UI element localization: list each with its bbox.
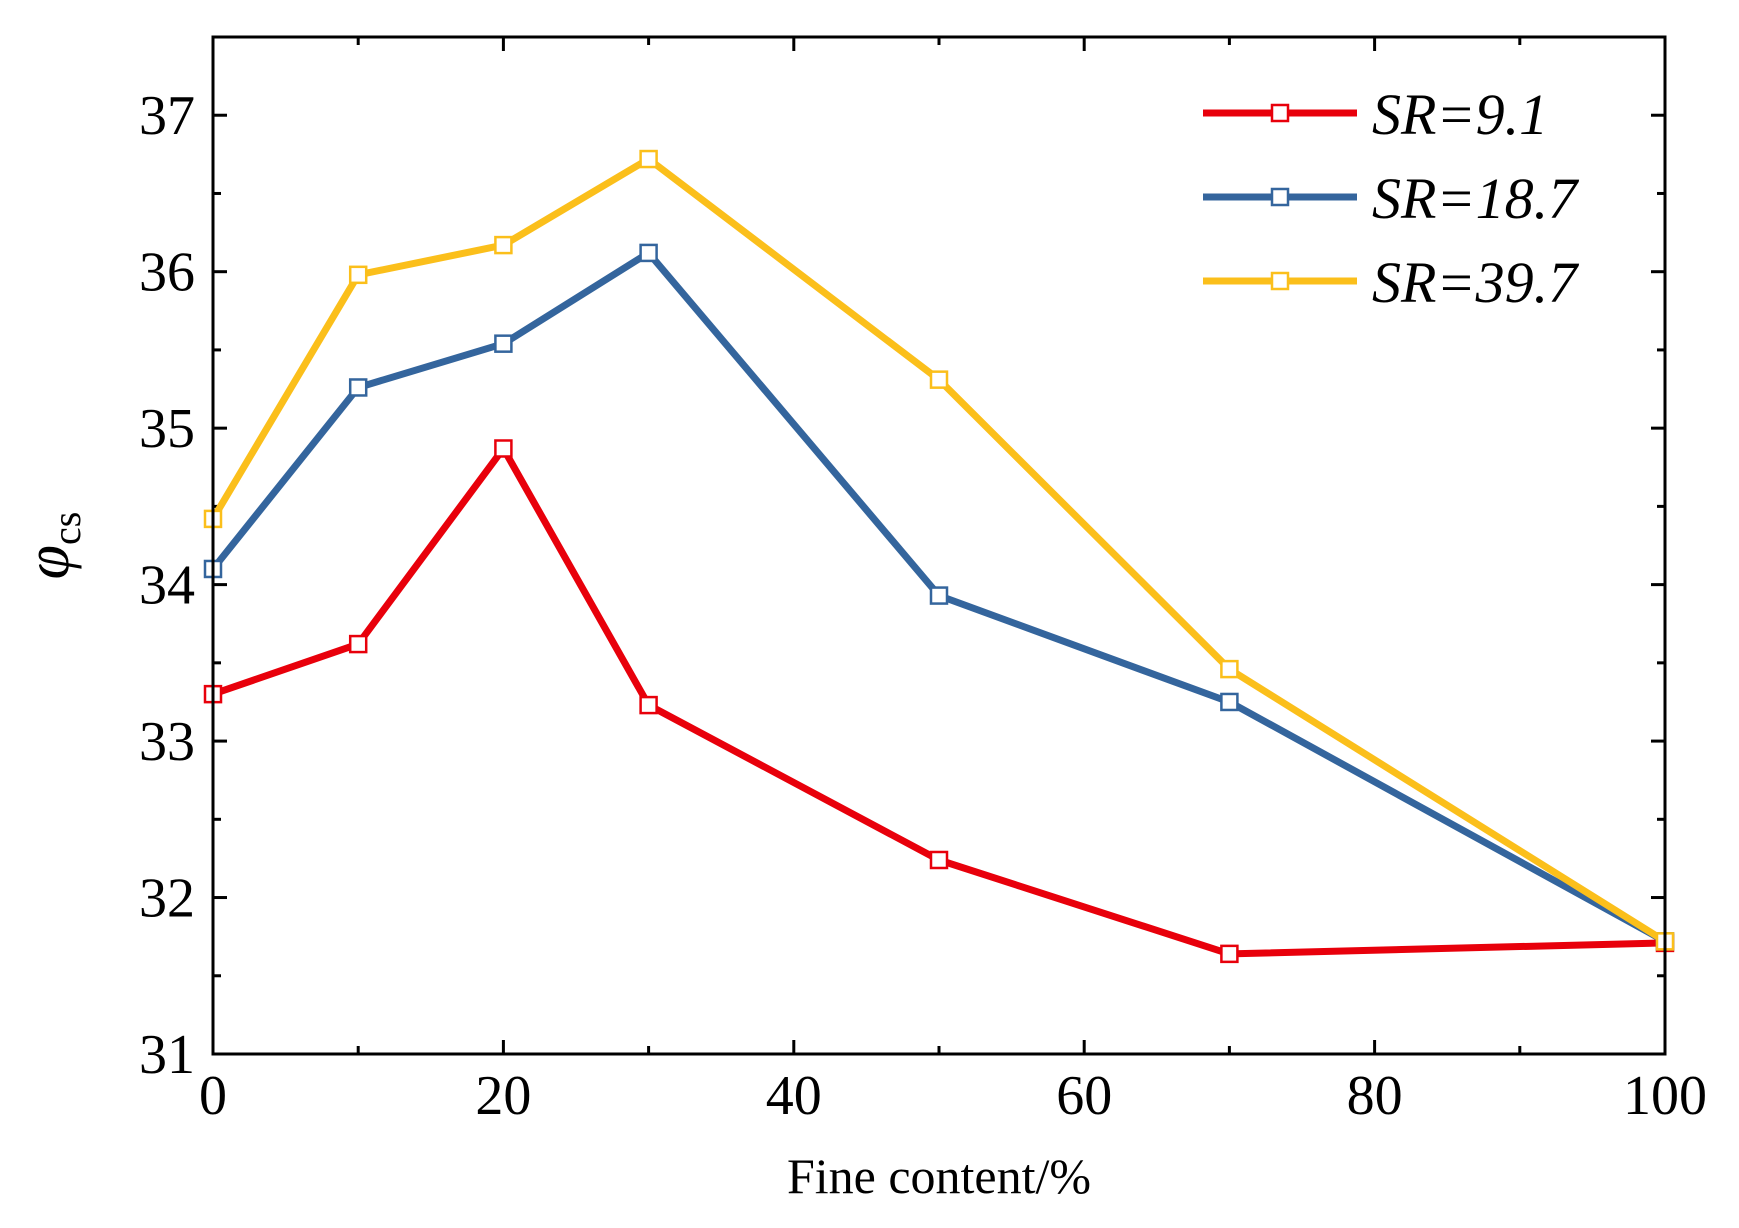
y-axis-title-main: φ <box>14 545 82 579</box>
y-tick-label: 34 <box>139 555 195 617</box>
data-point <box>1220 659 1239 679</box>
x-tick-label: 20 <box>475 1065 531 1127</box>
x-tick-label: 0 <box>199 1065 227 1127</box>
y-tick-label: 31 <box>139 1024 195 1086</box>
data-point <box>1220 944 1239 964</box>
plot-frame <box>211 35 1667 1056</box>
legend-marker <box>1270 271 1290 291</box>
y-tick-label: 35 <box>139 398 195 460</box>
x-tick-label: 60 <box>1056 1065 1112 1127</box>
x-tick-label: 100 <box>1623 1065 1707 1127</box>
legend-label: SR=9.1 <box>1372 82 1548 147</box>
data-point <box>348 634 368 654</box>
data-point <box>929 850 949 870</box>
data-point <box>494 235 513 255</box>
data-point <box>639 695 658 715</box>
legend-item: SR=18.7 <box>1203 166 1579 231</box>
series-layer <box>203 149 1675 964</box>
legend-marker <box>1270 103 1290 123</box>
x-tick-label: 80 <box>1347 1065 1403 1127</box>
data-point <box>929 370 949 389</box>
y-tick-label: 36 <box>139 242 195 304</box>
y-axis-title-sub: cs <box>44 512 89 545</box>
legend-label: SR=39.7 <box>1372 250 1579 315</box>
tick-labels: 0 20 40 60 80 100 31 32 33 34 35 36 37 <box>139 85 1707 1127</box>
y-tick-label: 33 <box>139 711 195 773</box>
data-point <box>929 586 949 605</box>
legend: SR=9.1 SR=18.7 SR=39.7 <box>1203 82 1579 315</box>
data-point <box>639 149 658 169</box>
data-point <box>1220 692 1239 712</box>
x-axis-title: Fine content/% <box>787 1148 1091 1204</box>
data-point <box>494 334 513 353</box>
svg-text:φcs: φcs <box>14 512 89 580</box>
series-SR=39.7 <box>203 149 1675 951</box>
y-tick-label: 37 <box>139 85 195 147</box>
data-point <box>348 378 368 397</box>
data-point <box>639 243 658 263</box>
legend-marker <box>1270 187 1290 207</box>
legend-label: SR=18.7 <box>1372 166 1579 231</box>
data-point <box>348 265 368 285</box>
y-tick-label: 32 <box>139 868 195 930</box>
data-point <box>494 439 513 458</box>
legend-item: SR=9.1 <box>1203 82 1548 147</box>
legend-item: SR=39.7 <box>1203 250 1579 315</box>
y-axis-title: φcs <box>14 512 89 580</box>
x-tick-label: 40 <box>766 1065 822 1127</box>
